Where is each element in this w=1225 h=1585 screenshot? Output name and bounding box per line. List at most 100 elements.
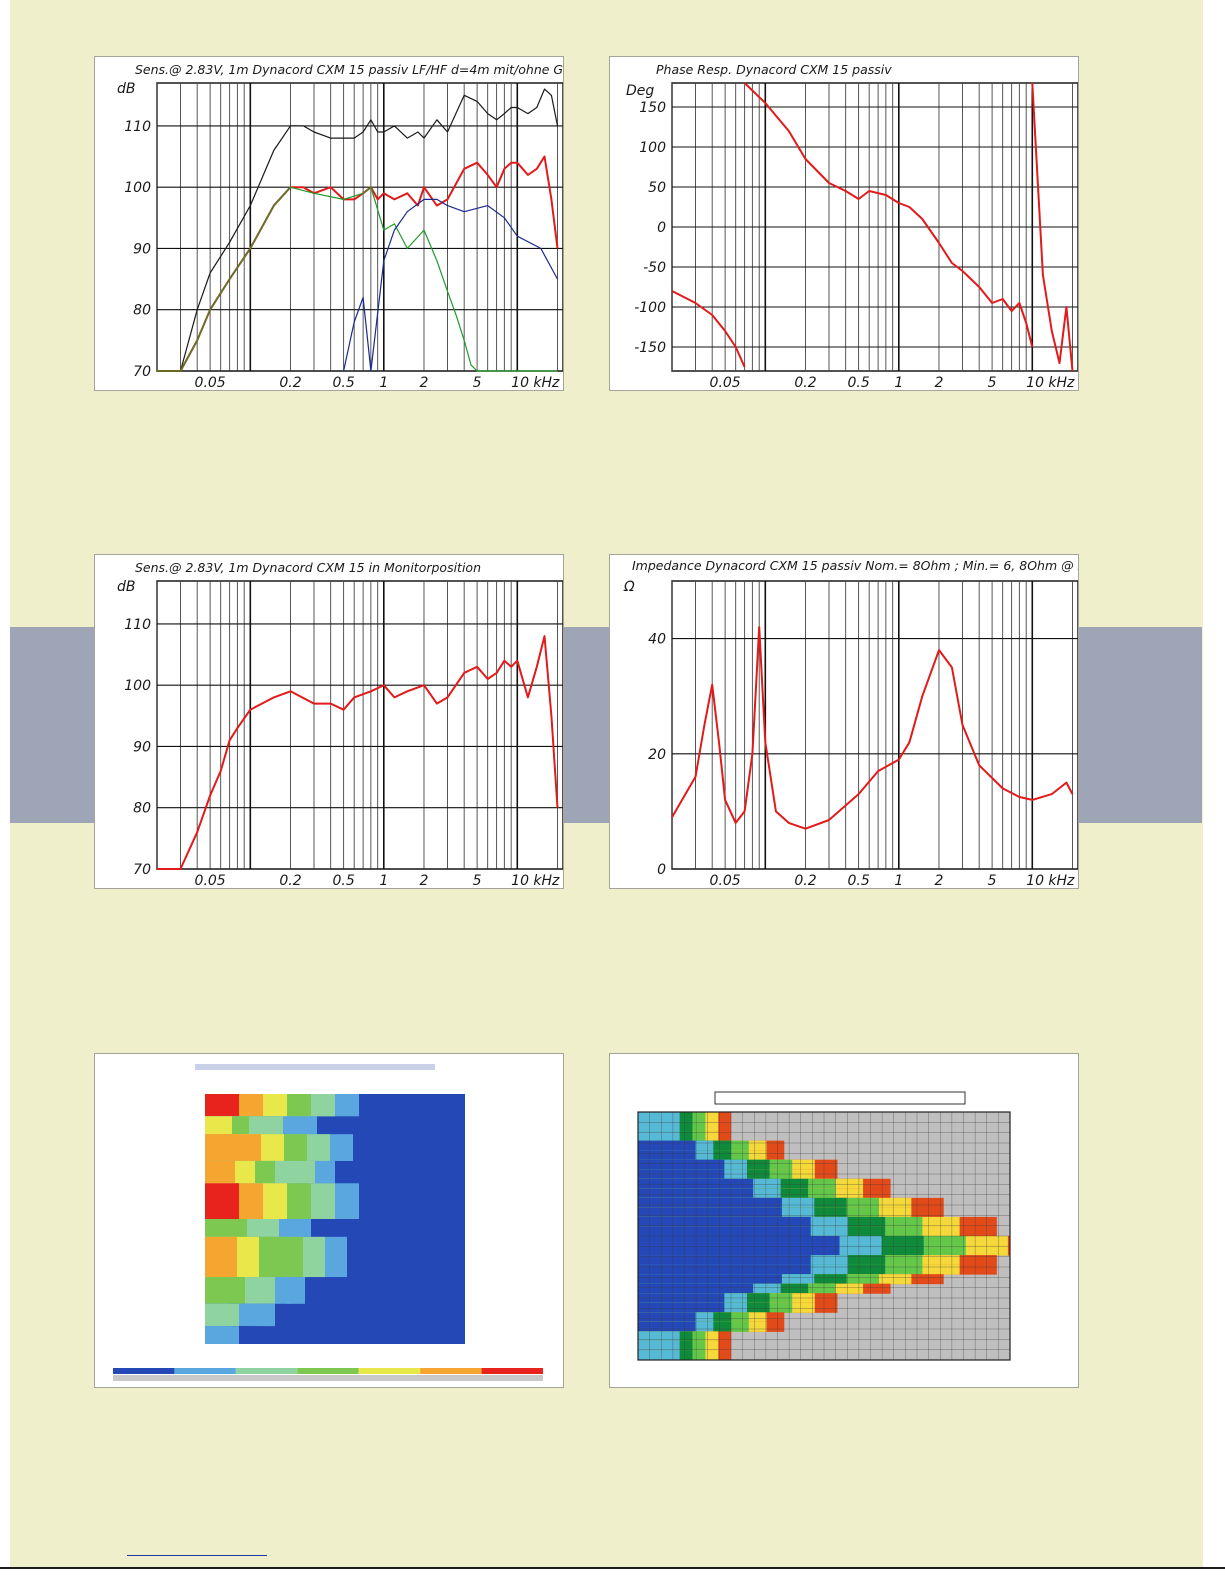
chart-title: Sens.@ 2.83V, 1m Dynacord CXM 15 in Moni…	[135, 560, 481, 575]
polar-row-23	[638, 1331, 680, 1342]
y-tick-label: 80	[133, 303, 151, 319]
x-tick-label: 0.5	[847, 873, 869, 889]
polar-legend-box	[714, 1091, 966, 1105]
x-tick-label: 2	[935, 375, 944, 391]
polar-row-14	[638, 1245, 840, 1256]
series-line-0	[157, 88, 559, 372]
colorscale-swatch	[358, 1368, 421, 1374]
chart-title: Impedance Dynacord CXM 15 passiv Nom.= 8…	[632, 558, 1079, 573]
polar-row-17	[638, 1274, 782, 1285]
heatmap-band-9	[205, 1326, 223, 1344]
chart-title: Sens.@ 2.83V, 1m Dynacord CXM 15 passiv …	[135, 62, 564, 77]
polar-row-1	[638, 1121, 680, 1132]
y-tick-label: 150	[639, 100, 666, 116]
x-tick-label: 10 kHz	[511, 375, 560, 391]
y-tick-label: 20	[648, 747, 666, 763]
polar-row-25	[638, 1350, 680, 1361]
y-tick-label: -50	[643, 260, 666, 276]
x-tick-label: 1	[379, 873, 388, 889]
x-tick-label: 5	[988, 873, 997, 889]
x-tick-label: 0.2	[279, 873, 301, 889]
y-tick-label: 90	[133, 739, 151, 755]
x-tick-label: 0.2	[794, 873, 816, 889]
polar-row-8	[638, 1188, 754, 1199]
polar-row-18	[638, 1283, 754, 1294]
polar-row-3	[638, 1140, 696, 1151]
y-tick-label: 80	[133, 801, 151, 817]
polar-row-10	[638, 1207, 782, 1218]
y-tick-label: 100	[124, 180, 151, 196]
colorscale-swatch	[297, 1368, 359, 1374]
plot-area	[156, 580, 563, 870]
series-line-0	[671, 626, 1074, 830]
chart-title: Phase Resp. Dynacord CXM 15 passiv	[656, 62, 892, 77]
polar-row-22	[638, 1321, 696, 1332]
y-axis-unit: Deg	[626, 83, 654, 99]
polar-frame	[637, 1111, 1011, 1361]
x-tick-label: 0.5	[332, 375, 354, 391]
impedance-svg: Impedance Dynacord CXM 15 passiv Nom.= 8…	[623, 558, 1079, 889]
x-tick-label: 10 kHz	[511, 873, 560, 889]
x-tick-label: 10 kHz	[1026, 375, 1075, 391]
x-tick-label: 1	[894, 873, 903, 889]
impedance-chart: Impedance Dynacord CXM 15 passiv Nom.= 8…	[609, 554, 1079, 889]
x-tick-label: 0.2	[279, 375, 301, 391]
phase-response-svg: Phase Resp. Dynacord CXM 15 passiv Deg -…	[626, 62, 1078, 391]
phase-response-chart: Phase Resp. Dynacord CXM 15 passiv Deg -…	[609, 56, 1079, 391]
y-tick-label: 0	[657, 862, 666, 878]
polar-row-13	[638, 1236, 840, 1247]
colorscale-swatch	[420, 1368, 482, 1374]
x-tick-label: 2	[935, 873, 944, 889]
polar-dispersion-heatmap	[609, 1053, 1079, 1388]
plot-area	[156, 82, 563, 372]
x-tick-label: 2	[420, 375, 429, 391]
waterfall-heatmap	[94, 1053, 564, 1388]
heatmap-band-1	[205, 1116, 232, 1135]
heatmap-band-4	[205, 1183, 239, 1219]
polar-row-20	[638, 1302, 725, 1313]
footer-rule	[0, 1567, 1225, 1569]
x-tick-label: 0.5	[847, 375, 869, 391]
x-tick-label: 0.5	[332, 873, 354, 889]
y-tick-label: 70	[133, 862, 151, 878]
polar-row-0	[638, 1112, 680, 1123]
heatmap-band-3	[205, 1160, 235, 1184]
waterfall-svg	[113, 1064, 543, 1381]
x-tick-label: 5	[988, 375, 997, 391]
y-axis-unit: dB	[117, 579, 136, 595]
colorscale-swatch	[235, 1368, 298, 1374]
y-tick-label: 100	[639, 140, 666, 156]
y-tick-label: -100	[634, 300, 666, 316]
monitor-frequency-response-chart: Sens.@ 2.83V, 1m Dynacord CXM 15 in Moni…	[94, 554, 564, 889]
x-tick-label: 5	[473, 873, 482, 889]
y-tick-label: 50	[648, 180, 666, 196]
frequency-response-chart: Sens.@ 2.83V, 1m Dynacord CXM 15 passiv …	[94, 56, 564, 391]
frequency-response-svg: Sens.@ 2.83V, 1m Dynacord CXM 15 passiv …	[117, 62, 564, 391]
plot-area	[671, 580, 1078, 870]
x-tick-label: 1	[379, 375, 388, 391]
series-line-0	[157, 635, 559, 870]
polar-row-4	[638, 1150, 696, 1161]
y-tick-label: 90	[133, 241, 151, 257]
series-line-2	[157, 186, 558, 372]
heatmap-band-7	[205, 1277, 230, 1304]
colorscale-swatch	[481, 1368, 543, 1374]
heatmap-band-6	[205, 1236, 237, 1278]
colorscale-swatch	[174, 1368, 236, 1374]
x-tick-label: 0.05	[710, 873, 741, 889]
heatmap-band-0	[205, 1094, 239, 1117]
x-tick-label: 0.05	[195, 375, 226, 391]
y-tick-label: -150	[634, 340, 666, 356]
x-tick-label: 0.05	[195, 873, 226, 889]
y-tick-label: 70	[133, 364, 151, 380]
colorscale-swatch	[113, 1368, 175, 1374]
y-tick-label: 40	[648, 632, 666, 648]
footer-link-underline	[127, 1555, 267, 1556]
decorative-band-left	[10, 627, 94, 823]
polar-row-11	[638, 1216, 811, 1227]
polar-row-2	[638, 1131, 680, 1142]
monitor-frequency-response-svg: Sens.@ 2.83V, 1m Dynacord CXM 15 in Moni…	[117, 560, 563, 889]
x-tick-label: 0.05	[710, 375, 741, 391]
polar-row-5	[638, 1159, 725, 1170]
series-line-3	[343, 198, 559, 372]
